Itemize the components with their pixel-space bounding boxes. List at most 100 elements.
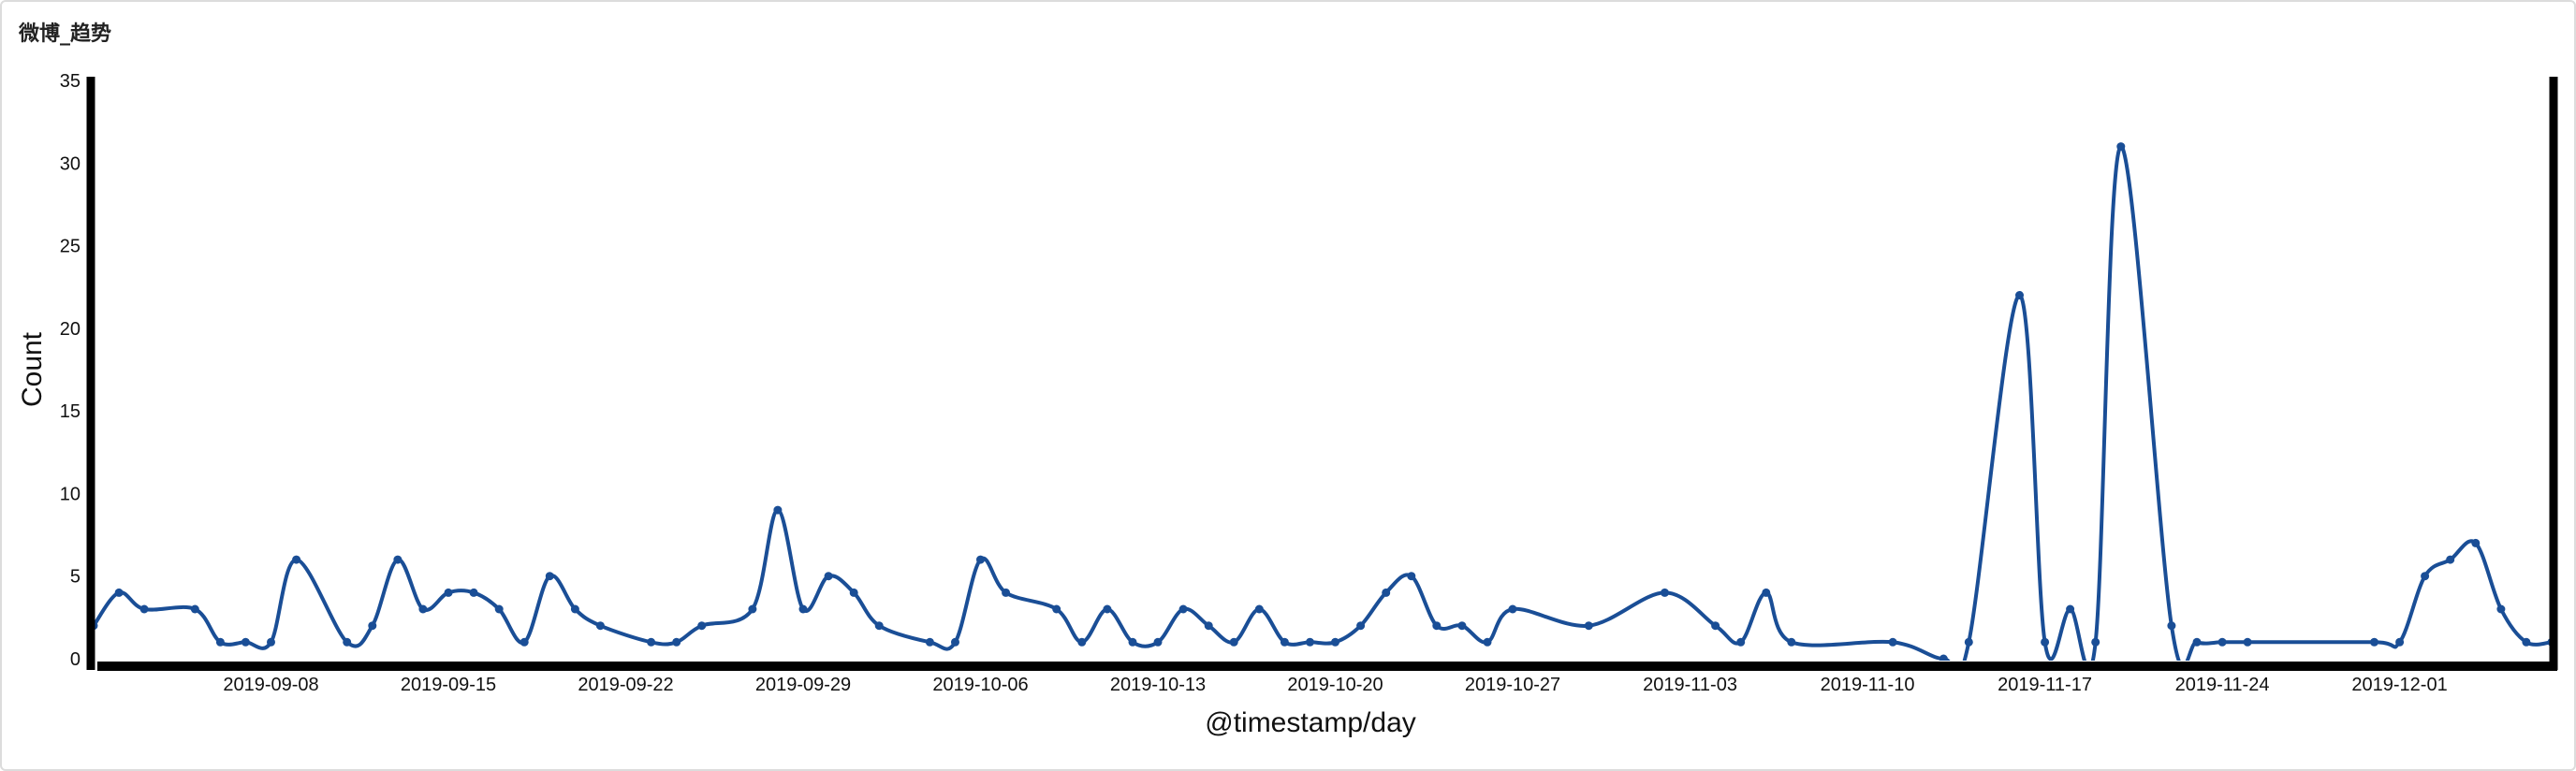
data-point[interactable]: [1382, 588, 1391, 597]
data-point[interactable]: [1229, 637, 1238, 647]
data-point[interactable]: [849, 588, 858, 597]
data-point[interactable]: [1483, 637, 1492, 647]
data-point[interactable]: [647, 637, 656, 647]
data-point[interactable]: [874, 621, 884, 631]
series-layer: [94, 144, 2554, 661]
x-tick-label: 2019-10-13: [1110, 675, 1206, 695]
data-point[interactable]: [697, 621, 707, 631]
y-axis-title: Count: [17, 331, 48, 407]
data-point[interactable]: [1736, 637, 1746, 647]
data-point[interactable]: [2041, 637, 2050, 647]
data-point[interactable]: [1457, 621, 1467, 631]
y-tick-label: 15: [60, 401, 80, 422]
data-point[interactable]: [2421, 572, 2430, 581]
data-point[interactable]: [1052, 604, 1061, 614]
panel-title: 微博_趋势: [19, 22, 112, 46]
data-point[interactable]: [418, 604, 428, 614]
data-point[interactable]: [139, 604, 149, 614]
data-point[interactable]: [2192, 637, 2202, 647]
data-point[interactable]: [925, 637, 934, 647]
data-point[interactable]: [444, 588, 453, 597]
data-point[interactable]: [570, 604, 579, 614]
data-point[interactable]: [1103, 604, 1112, 614]
data-point[interactable]: [241, 637, 250, 647]
y-tick-label: 35: [60, 71, 80, 92]
x-tick-label: 2019-11-24: [2175, 675, 2270, 695]
x-tick-label: 2019-10-27: [1465, 675, 1560, 695]
data-point[interactable]: [1306, 637, 1314, 647]
data-point[interactable]: [1331, 637, 1339, 647]
data-point[interactable]: [2370, 637, 2378, 647]
data-point[interactable]: [393, 555, 402, 564]
data-point[interactable]: [798, 604, 808, 614]
data-point[interactable]: [951, 637, 959, 647]
data-point[interactable]: [190, 604, 199, 614]
data-point[interactable]: [2446, 555, 2455, 564]
data-point[interactable]: [1964, 637, 1973, 647]
data-point[interactable]: [976, 555, 985, 564]
data-point[interactable]: [292, 555, 301, 564]
y-tick-label: 25: [60, 237, 80, 257]
data-point[interactable]: [1204, 621, 1213, 631]
x-tick-label: 2019-09-22: [578, 675, 673, 695]
data-point[interactable]: [824, 572, 833, 581]
data-point[interactable]: [1787, 637, 1796, 647]
y-tick-label: 20: [60, 319, 80, 340]
data-point[interactable]: [545, 572, 554, 581]
y-axis-ticks: 0 5 10 15 20 25 30 35: [60, 71, 80, 670]
y-tick-label: 0: [70, 649, 80, 670]
data-point[interactable]: [368, 621, 377, 631]
data-point[interactable]: [1939, 654, 1948, 663]
x-tick-label: 2019-09-29: [755, 675, 851, 695]
data-point[interactable]: [1356, 621, 1366, 631]
data-point[interactable]: [2091, 637, 2100, 647]
data-point[interactable]: [2015, 291, 2024, 299]
data-point[interactable]: [748, 604, 757, 614]
data-point[interactable]: [2217, 637, 2227, 647]
data-point[interactable]: [2471, 538, 2481, 547]
data-point[interactable]: [1153, 637, 1163, 647]
data-point[interactable]: [1407, 572, 1416, 581]
data-point[interactable]: [343, 637, 352, 647]
x-tick-label: 2019-12-01: [2351, 675, 2447, 695]
data-point[interactable]: [2395, 637, 2405, 647]
data-point[interactable]: [672, 637, 681, 647]
x-tick-label: 2019-11-03: [1643, 675, 1737, 695]
data-point[interactable]: [1128, 637, 1137, 647]
data-point[interactable]: [1711, 621, 1720, 631]
data-point[interactable]: [267, 637, 275, 647]
data-point[interactable]: [1661, 588, 1669, 597]
data-point[interactable]: [1584, 621, 1593, 631]
data-point[interactable]: [773, 505, 783, 515]
x-tick-label: 2019-11-10: [1821, 675, 1915, 695]
x-axis-ticks: 2019-09-08 2019-09-15 2019-09-22 2019-09-29…: [223, 675, 2447, 695]
x-tick-label: 2019-09-15: [401, 675, 496, 695]
data-point[interactable]: [469, 588, 478, 597]
x-tick-label: 2019-11-17: [1998, 675, 2092, 695]
data-point[interactable]: [2066, 604, 2075, 614]
x-tick-label: 2019-09-08: [223, 675, 318, 695]
data-point[interactable]: [1280, 637, 1289, 647]
data-point[interactable]: [1508, 604, 1517, 614]
data-point[interactable]: [2243, 637, 2252, 647]
data-point[interactable]: [2116, 142, 2126, 152]
data-point[interactable]: [1254, 604, 1264, 614]
points-layer: [94, 142, 2555, 663]
data-point[interactable]: [1077, 637, 1087, 647]
data-point[interactable]: [1002, 588, 1011, 597]
data-point[interactable]: [1178, 604, 1188, 614]
data-point[interactable]: [1432, 621, 1442, 631]
data-point[interactable]: [2522, 637, 2531, 647]
data-point[interactable]: [114, 588, 124, 597]
data-point[interactable]: [2167, 621, 2176, 631]
data-point[interactable]: [2496, 604, 2506, 614]
series-line: [94, 144, 2554, 661]
data-point[interactable]: [595, 621, 605, 631]
data-point[interactable]: [215, 637, 225, 647]
data-point[interactable]: [520, 637, 529, 647]
y-tick-label: 30: [60, 153, 80, 174]
data-point[interactable]: [494, 604, 504, 614]
data-point[interactable]: [1762, 588, 1771, 597]
data-point[interactable]: [1888, 637, 1897, 647]
